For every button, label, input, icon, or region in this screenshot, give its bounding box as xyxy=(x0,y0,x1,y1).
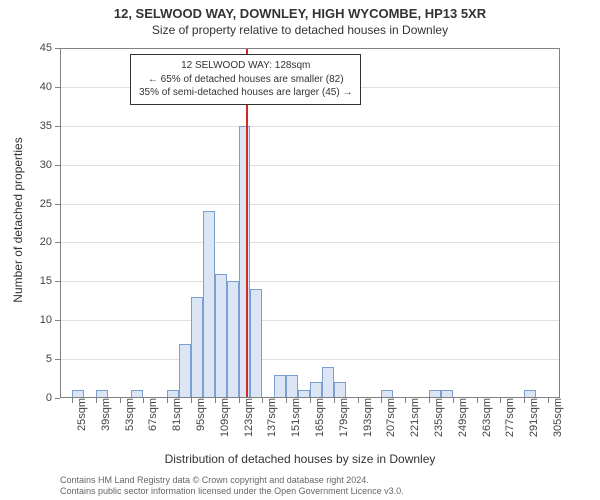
x-tick-mark xyxy=(286,398,287,403)
x-tick-mark xyxy=(143,398,144,403)
x-tick-mark xyxy=(358,398,359,403)
annotation-box: 12 SELWOOD WAY: 128sqm ← 65% of detached… xyxy=(130,54,361,105)
x-tick-mark xyxy=(500,398,501,403)
y-tick-label: 30 xyxy=(12,159,52,171)
x-tick-label: 123sqm xyxy=(243,398,255,448)
y-tick-mark xyxy=(55,204,60,205)
y-tick-mark xyxy=(55,165,60,166)
x-tick-mark xyxy=(72,398,73,403)
annotation-line2: ← 65% of detached houses are smaller (82… xyxy=(139,73,352,87)
x-tick-mark xyxy=(453,398,454,403)
chart-title-line1: 12, SELWOOD WAY, DOWNLEY, HIGH WYCOMBE, … xyxy=(0,0,600,21)
x-tick-label: 67sqm xyxy=(147,398,159,448)
y-tick-label: 45 xyxy=(12,42,52,54)
y-tick-mark xyxy=(55,320,60,321)
x-tick-mark xyxy=(310,398,311,403)
x-tick-mark xyxy=(381,398,382,403)
y-tick-label: 0 xyxy=(12,392,52,404)
y-tick-mark xyxy=(55,48,60,49)
y-tick-label: 25 xyxy=(12,198,52,210)
y-tick-label: 5 xyxy=(12,353,52,365)
x-tick-label: 151sqm xyxy=(290,398,302,448)
x-tick-mark xyxy=(191,398,192,403)
figure-container: 12, SELWOOD WAY, DOWNLEY, HIGH WYCOMBE, … xyxy=(0,0,600,500)
x-axis-label: Distribution of detached houses by size … xyxy=(0,452,600,466)
credit-line1: Contains HM Land Registry data © Crown c… xyxy=(60,475,404,487)
x-tick-label: 25sqm xyxy=(76,398,88,448)
y-tick-mark xyxy=(55,398,60,399)
y-tick-label: 35 xyxy=(12,120,52,132)
x-tick-label: 305sqm xyxy=(552,398,564,448)
x-tick-label: 249sqm xyxy=(457,398,469,448)
annotation-line1: 12 SELWOOD WAY: 128sqm xyxy=(139,59,352,73)
x-tick-label: 95sqm xyxy=(195,398,207,448)
credit-line2: Contains public sector information licen… xyxy=(60,486,404,498)
x-tick-mark xyxy=(477,398,478,403)
y-tick-label: 15 xyxy=(12,275,52,287)
x-tick-mark xyxy=(167,398,168,403)
x-tick-label: 193sqm xyxy=(362,398,374,448)
x-tick-mark xyxy=(548,398,549,403)
x-tick-mark xyxy=(429,398,430,403)
x-tick-label: 165sqm xyxy=(314,398,326,448)
x-tick-label: 207sqm xyxy=(385,398,397,448)
x-tick-label: 235sqm xyxy=(433,398,445,448)
x-tick-label: 81sqm xyxy=(171,398,183,448)
y-tick-mark xyxy=(55,359,60,360)
y-tick-mark xyxy=(55,126,60,127)
y-tick-label: 20 xyxy=(12,236,52,248)
x-tick-label: 109sqm xyxy=(219,398,231,448)
x-tick-label: 39sqm xyxy=(100,398,112,448)
credit-text: Contains HM Land Registry data © Crown c… xyxy=(60,475,404,498)
x-tick-label: 179sqm xyxy=(338,398,350,448)
y-tick-label: 40 xyxy=(12,81,52,93)
x-tick-label: 277sqm xyxy=(504,398,516,448)
x-tick-label: 137sqm xyxy=(266,398,278,448)
x-tick-label: 263sqm xyxy=(481,398,493,448)
x-tick-label: 221sqm xyxy=(409,398,421,448)
x-tick-mark xyxy=(120,398,121,403)
y-tick-mark xyxy=(55,242,60,243)
x-tick-mark xyxy=(215,398,216,403)
x-tick-mark xyxy=(405,398,406,403)
y-tick-mark xyxy=(55,281,60,282)
y-tick-mark xyxy=(55,87,60,88)
chart-title-line2: Size of property relative to detached ho… xyxy=(0,21,600,37)
x-tick-label: 53sqm xyxy=(124,398,136,448)
x-tick-mark xyxy=(524,398,525,403)
y-tick-label: 10 xyxy=(12,314,52,326)
x-tick-mark xyxy=(334,398,335,403)
x-tick-mark xyxy=(239,398,240,403)
plot-area: 12 SELWOOD WAY: 128sqm ← 65% of detached… xyxy=(60,48,560,398)
x-tick-label: 291sqm xyxy=(528,398,540,448)
x-tick-mark xyxy=(96,398,97,403)
x-tick-mark xyxy=(262,398,263,403)
annotation-line3: 35% of semi-detached houses are larger (… xyxy=(139,86,352,100)
